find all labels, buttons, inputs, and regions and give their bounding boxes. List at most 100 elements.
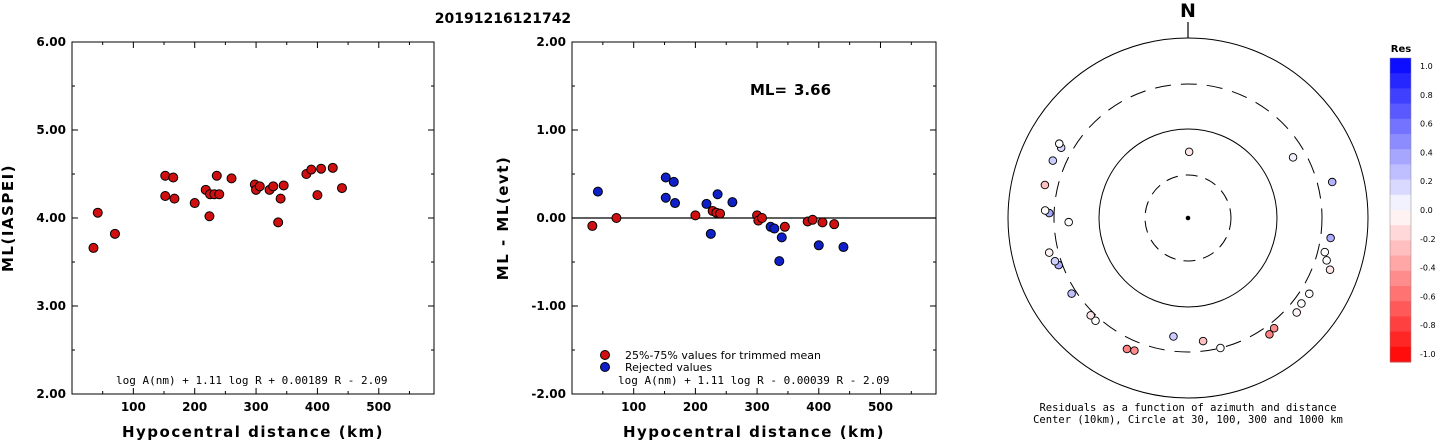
data-point — [211, 170, 222, 181]
data-point — [668, 176, 679, 187]
colorbar-label: -0.6 — [1420, 292, 1436, 301]
colorbar-title: Res — [1391, 44, 1411, 55]
colorbar-swatch — [1390, 134, 1411, 150]
station-marker — [1327, 177, 1337, 187]
data-point — [727, 197, 738, 208]
legend-label-rejected: Rejected values — [625, 361, 712, 374]
data-point — [275, 193, 286, 204]
station-marker — [1091, 316, 1100, 325]
y-tick-label: 6.00 — [36, 35, 66, 49]
formula-label: log A(nm) + 1.11 log R + 0.00189 R - 2.0… — [116, 374, 388, 387]
station-marker — [1086, 311, 1095, 320]
data-point — [779, 221, 790, 232]
x-tick-label: 300 — [745, 400, 770, 414]
data-point — [829, 219, 840, 230]
x-axis-label: Hypocentral distance (km) — [122, 423, 384, 441]
y-tick-label: 5.00 — [36, 123, 66, 137]
x-tick-label: 400 — [806, 400, 831, 414]
tick-marks — [72, 41, 434, 395]
ml-label: ML= — [750, 81, 787, 99]
colorbar-labels: 1.0 0.8 0.6 0.4 0.2 0.0 -0.2 -0.4 -0.6 -0.8 -1.0 — [1420, 62, 1436, 359]
colorbar-swatch — [1390, 240, 1411, 257]
data-point — [160, 191, 171, 201]
data-point — [701, 198, 712, 209]
data-point — [204, 211, 215, 222]
circle-100km — [1098, 128, 1278, 308]
colorbar-swatch — [1390, 301, 1411, 317]
station-marker — [1269, 323, 1279, 333]
data-point — [715, 208, 726, 219]
data-point — [336, 183, 347, 194]
colorbar-swatch — [1390, 286, 1411, 302]
y-tick-label: -1.00 — [531, 299, 566, 313]
colorbar-swatch — [1390, 331, 1411, 348]
ml-residual-panel: 100 200 300 400 500 -2.00 -1.00 0.00 1.00 2.00 M… — [494, 35, 937, 441]
colorbar-swatch — [1390, 225, 1411, 241]
station-marker — [1064, 217, 1073, 227]
colorbar-label: -0.2 — [1420, 235, 1436, 244]
x-tick-label: 500 — [366, 400, 391, 414]
data-point — [254, 181, 265, 192]
data-point — [776, 232, 787, 243]
station-marker — [1292, 308, 1301, 317]
data-point — [214, 189, 225, 200]
data-point — [278, 180, 289, 191]
colorbar-swatch — [1390, 149, 1411, 165]
station-marker — [1130, 346, 1139, 355]
station-marker — [1305, 289, 1314, 299]
station-marker — [1184, 147, 1194, 157]
y-tick-label: 2.00 — [536, 35, 566, 49]
station-marker — [1122, 344, 1132, 354]
x-tick-labels: 100 200 300 400 500 — [621, 400, 893, 414]
x-tick-label: 200 — [683, 400, 708, 414]
data-point — [838, 242, 849, 253]
x-axis-label: Hypocentral distance (km) — [623, 423, 885, 441]
station-marker — [1322, 256, 1331, 265]
station-marker — [1325, 265, 1335, 274]
ml-value: 3.66 — [794, 81, 831, 99]
circle-1000km — [1007, 37, 1369, 399]
colorbar-label: 0.8 — [1420, 91, 1433, 100]
data-point — [757, 213, 768, 223]
y-tick-label: 2.00 — [36, 387, 66, 401]
legend-label-trimmed: 25%-75% values for trimmed mean — [625, 349, 821, 362]
colorbar-swatch — [1390, 270, 1411, 287]
station-markers — [1040, 139, 1337, 355]
data-point — [705, 228, 716, 239]
plot-frame — [71, 41, 435, 395]
data-point — [226, 173, 237, 184]
colorbar-swatch — [1390, 88, 1411, 105]
data-point — [327, 162, 338, 173]
x-tick-labels: 100 200 300 400 500 — [121, 400, 391, 414]
y-tick-label: 0.00 — [536, 211, 566, 225]
data-point — [316, 163, 327, 174]
azimuth-distance-plot: N Residuals as a function of azimuth and… — [1007, 0, 1369, 426]
caption-line-2: Center (10km), Circle at 30, 100, 300 an… — [1033, 414, 1343, 426]
station-marker — [1067, 289, 1076, 298]
station-marker — [1326, 233, 1335, 243]
colorbar-label: -1.0 — [1420, 350, 1436, 359]
colorbar-swatch — [1390, 316, 1411, 333]
north-label: N — [1180, 0, 1196, 22]
y-tick-label: -2.00 — [531, 387, 566, 401]
y-axis-label: ML(IASPEI) — [0, 164, 17, 272]
data-point — [670, 198, 681, 209]
colorbar-label: -0.8 — [1420, 321, 1436, 330]
data-points — [88, 162, 347, 253]
data-point — [587, 220, 598, 231]
data-point — [690, 210, 701, 221]
colorbar-frame — [1389, 57, 1412, 363]
colorbar-label: 0.0 — [1420, 206, 1433, 215]
legend-marker-rejected — [600, 362, 610, 372]
colorbar-swatch — [1390, 103, 1411, 120]
colorbar-swatch — [1390, 346, 1411, 363]
data-point — [712, 189, 723, 200]
x-tick-label: 100 — [621, 400, 646, 414]
colorbar-swatch — [1390, 118, 1411, 135]
y-axis-label: ML - ML(evt) — [494, 156, 512, 280]
epicenter-marker — [1185, 215, 1191, 221]
y-tick-labels: -2.00 -1.00 0.00 1.00 2.00 — [531, 35, 566, 401]
tick-marks — [572, 41, 936, 395]
data-point — [611, 213, 622, 223]
